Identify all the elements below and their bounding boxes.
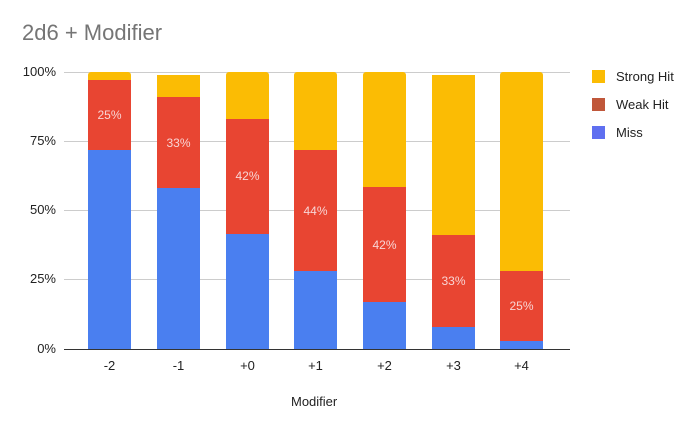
y-tick-50: 50% xyxy=(29,202,56,217)
bar-segment-weak-hit: 42% xyxy=(226,118,269,234)
x-tick-label: +4 xyxy=(514,358,529,373)
x-tick-label: -1 xyxy=(172,358,185,373)
x-axis-title: Modifier xyxy=(291,394,338,409)
bar-segment-weak-hit: 33% xyxy=(432,235,475,327)
bar-segment-weak-hit: 25% xyxy=(500,271,543,341)
y-tick-100: 100% xyxy=(22,64,56,79)
legend: Strong Hit Weak Hit Miss xyxy=(592,62,674,146)
y-tick-0: 0% xyxy=(37,341,56,356)
y-tick-25: 25% xyxy=(29,271,56,286)
bar-segment-miss xyxy=(226,233,269,349)
data-label: 25% xyxy=(97,107,122,122)
bar-segment-weak-hit: 25% xyxy=(88,80,131,150)
x-tick-label: +1 xyxy=(308,358,323,373)
legend-label: Miss xyxy=(616,124,643,140)
bar-+4: 25% xyxy=(500,72,543,349)
bar-segment-weak-hit: 44% xyxy=(294,149,337,272)
bar-segment-weak-hit: 42% xyxy=(363,187,406,303)
data-label: 42% xyxy=(235,169,260,184)
chart-title: 2d6 + Modifier xyxy=(22,20,163,45)
bar-segment-miss xyxy=(363,302,406,349)
data-label: 33% xyxy=(441,274,466,289)
bar-segment-miss xyxy=(157,188,200,349)
data-label: 25% xyxy=(509,299,534,314)
legend-label: Strong Hit xyxy=(616,68,674,84)
data-label: 33% xyxy=(166,135,191,150)
data-label: 42% xyxy=(372,237,397,252)
legend-swatch-icon xyxy=(592,97,605,111)
legend-item-miss: Miss xyxy=(592,118,674,146)
bar-segment-miss xyxy=(500,340,543,349)
x-tick-label: +2 xyxy=(377,358,392,373)
bar-segment-strong-hit xyxy=(363,72,406,188)
bar-segment-strong-hit xyxy=(294,72,337,150)
bar-segment-strong-hit xyxy=(432,74,475,236)
bar-+2: 42% xyxy=(363,72,406,349)
bar-segment-weak-hit: 33% xyxy=(157,96,200,189)
bar-segment-strong-hit xyxy=(88,72,131,81)
bar-+1: 44% xyxy=(294,72,337,349)
bar-segment-strong-hit xyxy=(500,72,543,272)
x-axis-line xyxy=(64,349,570,350)
legend-swatch-icon xyxy=(592,125,605,139)
legend-swatch-icon xyxy=(592,69,605,83)
legend-item-weak-hit: Weak Hit xyxy=(592,90,674,118)
bar-segment-miss xyxy=(88,149,131,349)
bar--2: 25% xyxy=(88,72,131,349)
bar-segment-miss xyxy=(432,326,475,349)
y-tick-75: 75% xyxy=(29,133,56,148)
bar-+3: 33% xyxy=(432,72,475,349)
bar-+0: 42% xyxy=(226,72,269,349)
bar-segment-strong-hit xyxy=(157,74,200,97)
data-label: 44% xyxy=(303,203,328,218)
bar-segment-strong-hit xyxy=(226,72,269,119)
plot-area: 100% 75% 50% 25% 0% 25% 33% 42% 44% 42% 33% 25… xyxy=(23,64,570,356)
bar--1: 33% xyxy=(157,72,200,349)
x-tick-label: -2 xyxy=(103,358,116,373)
x-tick-label: +0 xyxy=(240,358,255,373)
legend-label: Weak Hit xyxy=(616,96,669,112)
x-tick-label: +3 xyxy=(446,358,461,373)
bar-segment-miss xyxy=(294,271,337,349)
legend-item-strong-hit: Strong Hit xyxy=(592,62,674,90)
